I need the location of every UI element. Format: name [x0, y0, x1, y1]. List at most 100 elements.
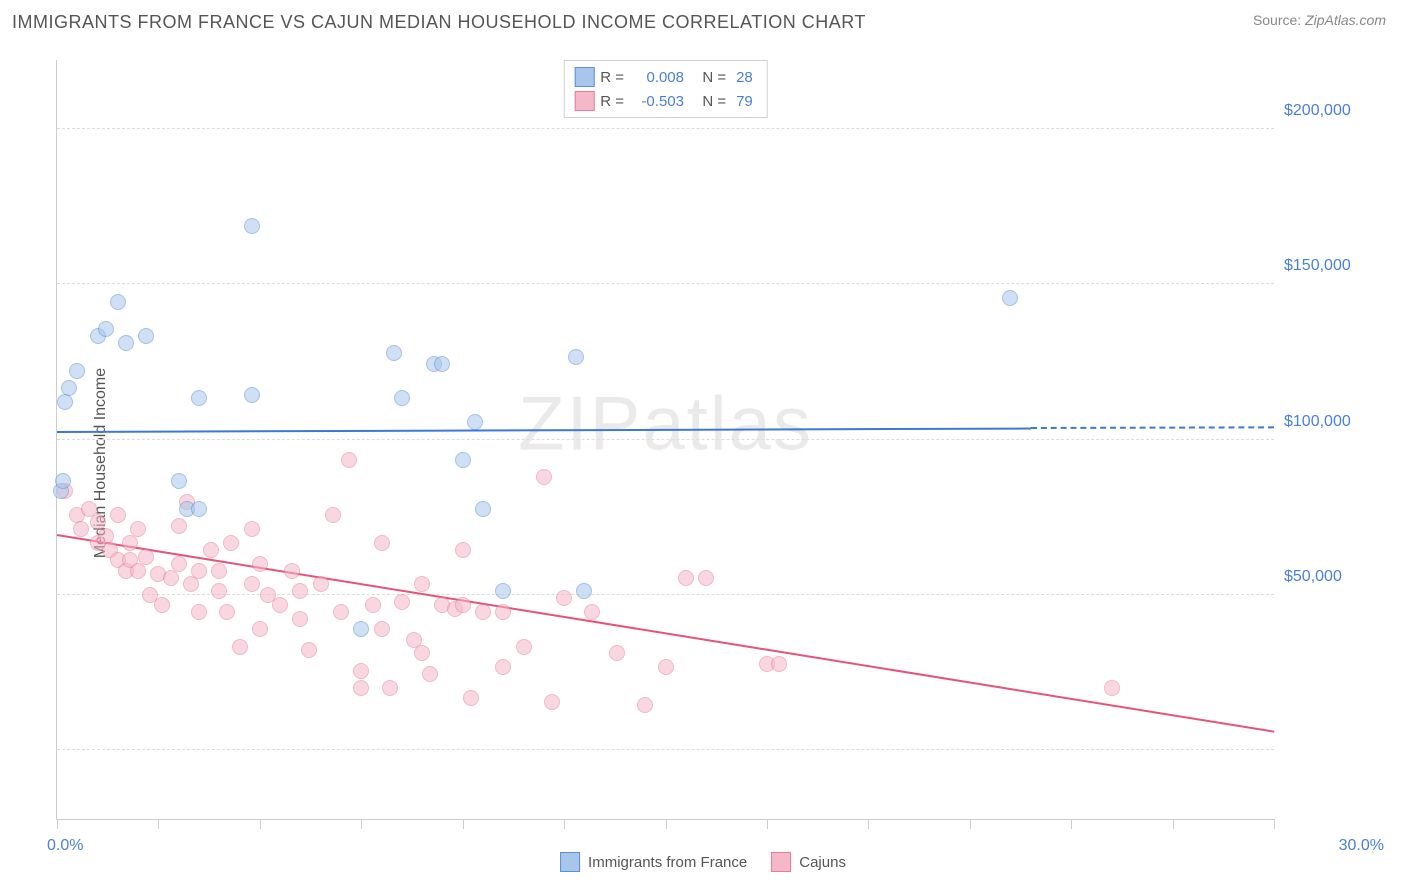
data-point — [382, 680, 398, 696]
data-point — [130, 521, 146, 537]
trend-line — [57, 534, 1274, 733]
data-point — [341, 452, 357, 468]
data-point — [219, 604, 235, 620]
data-point — [223, 535, 239, 551]
correlation-legend: R =0.008 N =28R = -0.503 N = 79 — [563, 60, 768, 118]
x-tick — [1274, 819, 1275, 829]
data-point — [292, 611, 308, 627]
data-point — [576, 583, 592, 599]
data-point — [609, 645, 625, 661]
data-point — [252, 556, 268, 572]
data-point — [678, 570, 694, 586]
data-point — [475, 604, 491, 620]
legend-r-label: R = — [600, 69, 624, 86]
data-point — [163, 570, 179, 586]
watermark: ZIPatlas — [518, 381, 813, 468]
data-point — [55, 473, 71, 489]
data-point — [455, 597, 471, 613]
data-point — [475, 501, 491, 517]
data-point — [394, 594, 410, 610]
gridline — [57, 749, 1274, 750]
data-point — [191, 390, 207, 406]
data-point — [122, 535, 138, 551]
legend-r-value: -0.503 — [634, 93, 684, 110]
data-point — [374, 535, 390, 551]
data-point — [353, 621, 369, 637]
legend-label: Immigrants from France — [588, 854, 747, 871]
data-point — [244, 218, 260, 234]
legend-swatch — [560, 852, 580, 872]
data-point — [658, 659, 674, 675]
x-tick — [260, 819, 261, 829]
y-tick-label: $200,000 — [1284, 102, 1384, 120]
legend-n-label: N = — [694, 69, 726, 86]
data-point — [495, 659, 511, 675]
x-tick — [57, 819, 58, 829]
x-tick — [666, 819, 667, 829]
x-tick — [1173, 819, 1174, 829]
y-tick-label: $100,000 — [1284, 413, 1384, 431]
data-point — [414, 645, 430, 661]
data-point — [333, 604, 349, 620]
x-tick — [158, 819, 159, 829]
data-point — [771, 656, 787, 672]
chart-title: IMMIGRANTS FROM FRANCE VS CAJUN MEDIAN H… — [12, 12, 866, 33]
data-point — [365, 597, 381, 613]
data-point — [386, 345, 402, 361]
data-point — [244, 521, 260, 537]
data-point — [698, 570, 714, 586]
x-tick — [1071, 819, 1072, 829]
legend-item: Immigrants from France — [560, 852, 747, 872]
data-point — [118, 335, 134, 351]
data-point — [292, 583, 308, 599]
trend-line — [57, 427, 1031, 432]
gridline — [57, 439, 1274, 440]
series-legend: Immigrants from FranceCajuns — [560, 852, 846, 872]
legend-n-label: N = — [694, 93, 726, 110]
data-point — [203, 542, 219, 558]
gridline — [57, 283, 1274, 284]
data-point — [57, 394, 73, 410]
data-point — [110, 294, 126, 310]
chart-area: Median Household Income ZIPatlas R =0.00… — [12, 46, 1394, 880]
data-point — [394, 390, 410, 406]
data-point — [244, 576, 260, 592]
source-label: Source: — [1253, 12, 1301, 28]
plot-region: ZIPatlas R =0.008 N =28R =-0.503 N =79 $… — [56, 60, 1274, 820]
legend-swatch — [574, 91, 594, 111]
data-point — [171, 518, 187, 534]
x-tick — [463, 819, 464, 829]
data-point — [98, 321, 114, 337]
data-point — [353, 663, 369, 679]
data-point — [211, 563, 227, 579]
data-point — [73, 521, 89, 537]
data-point — [301, 642, 317, 658]
data-point — [495, 604, 511, 620]
gridline — [57, 128, 1274, 129]
data-point — [374, 621, 390, 637]
data-point — [171, 473, 187, 489]
data-point — [637, 697, 653, 713]
data-point — [130, 563, 146, 579]
legend-row: R =0.008 N =28 — [574, 65, 757, 89]
data-point — [414, 576, 430, 592]
data-point — [191, 501, 207, 517]
gridline — [57, 594, 1274, 595]
data-point — [138, 549, 154, 565]
data-point — [556, 590, 572, 606]
y-tick-label: $150,000 — [1284, 257, 1384, 275]
data-point — [516, 639, 532, 655]
x-tick — [767, 819, 768, 829]
y-tick-label: $50,000 — [1284, 568, 1384, 586]
data-point — [353, 680, 369, 696]
x-tick — [564, 819, 565, 829]
data-point — [325, 507, 341, 523]
legend-n-value: 79 — [736, 93, 753, 110]
data-point — [536, 469, 552, 485]
data-point — [313, 576, 329, 592]
data-point — [272, 597, 288, 613]
data-point — [584, 604, 600, 620]
data-point — [434, 356, 450, 372]
chart-header: IMMIGRANTS FROM FRANCE VS CAJUN MEDIAN H… — [0, 0, 1406, 39]
x-max-label: 30.0% — [1339, 837, 1384, 855]
